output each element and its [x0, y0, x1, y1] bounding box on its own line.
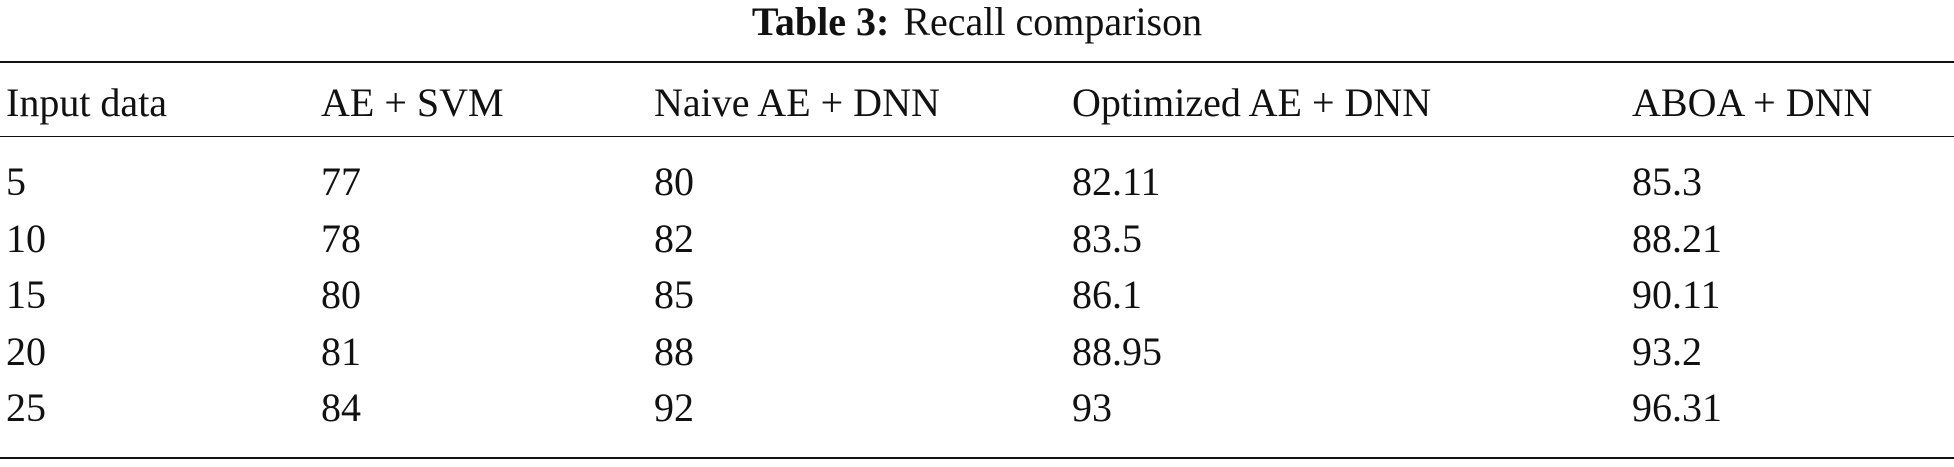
column-header: Input data [6, 80, 168, 125]
header-rule [0, 136, 1954, 137]
column-header: ABOA + DNN [1632, 80, 1873, 125]
table-cell: 90.11 [1632, 272, 1721, 317]
table-cell: 84 [321, 385, 361, 430]
table-cell: 92 [654, 385, 694, 430]
table-caption: Recall comparison [903, 0, 1203, 44]
top-rule [0, 61, 1954, 63]
column-header: Optimized AE + DNN [1072, 80, 1432, 125]
table-cell: 80 [321, 272, 361, 317]
table-cell: 20 [6, 329, 46, 374]
table-cell: 93 [1072, 385, 1112, 430]
table-cell: 10 [6, 216, 46, 261]
table-cell: 93.2 [1632, 329, 1702, 374]
table-cell: 88.21 [1632, 216, 1722, 261]
column-header: AE + SVM [321, 80, 504, 125]
table-cell: 83.5 [1072, 216, 1142, 261]
table-cell: 25 [6, 385, 46, 430]
table-cell: 96.31 [1632, 385, 1722, 430]
bottom-rule [0, 457, 1954, 459]
table-cell: 85 [654, 272, 694, 317]
table-cell: 5 [6, 159, 26, 204]
table-cell: 88 [654, 329, 694, 374]
table-cell: 85.3 [1632, 159, 1702, 204]
table-cell: 88.95 [1072, 329, 1162, 374]
table-cell: 82.11 [1072, 159, 1161, 204]
table-label: Table 3: [751, 0, 890, 44]
table-cell: 81 [321, 329, 361, 374]
table-cell: 78 [321, 216, 361, 261]
column-header: Naive AE + DNN [654, 80, 940, 125]
table-cell: 86.1 [1072, 272, 1142, 317]
table-cell: 77 [321, 159, 361, 204]
table-title: Table 3: Recall comparison [0, 0, 1954, 44]
table-cell: 15 [6, 272, 46, 317]
table-cell: 80 [654, 159, 694, 204]
table-cell: 82 [654, 216, 694, 261]
